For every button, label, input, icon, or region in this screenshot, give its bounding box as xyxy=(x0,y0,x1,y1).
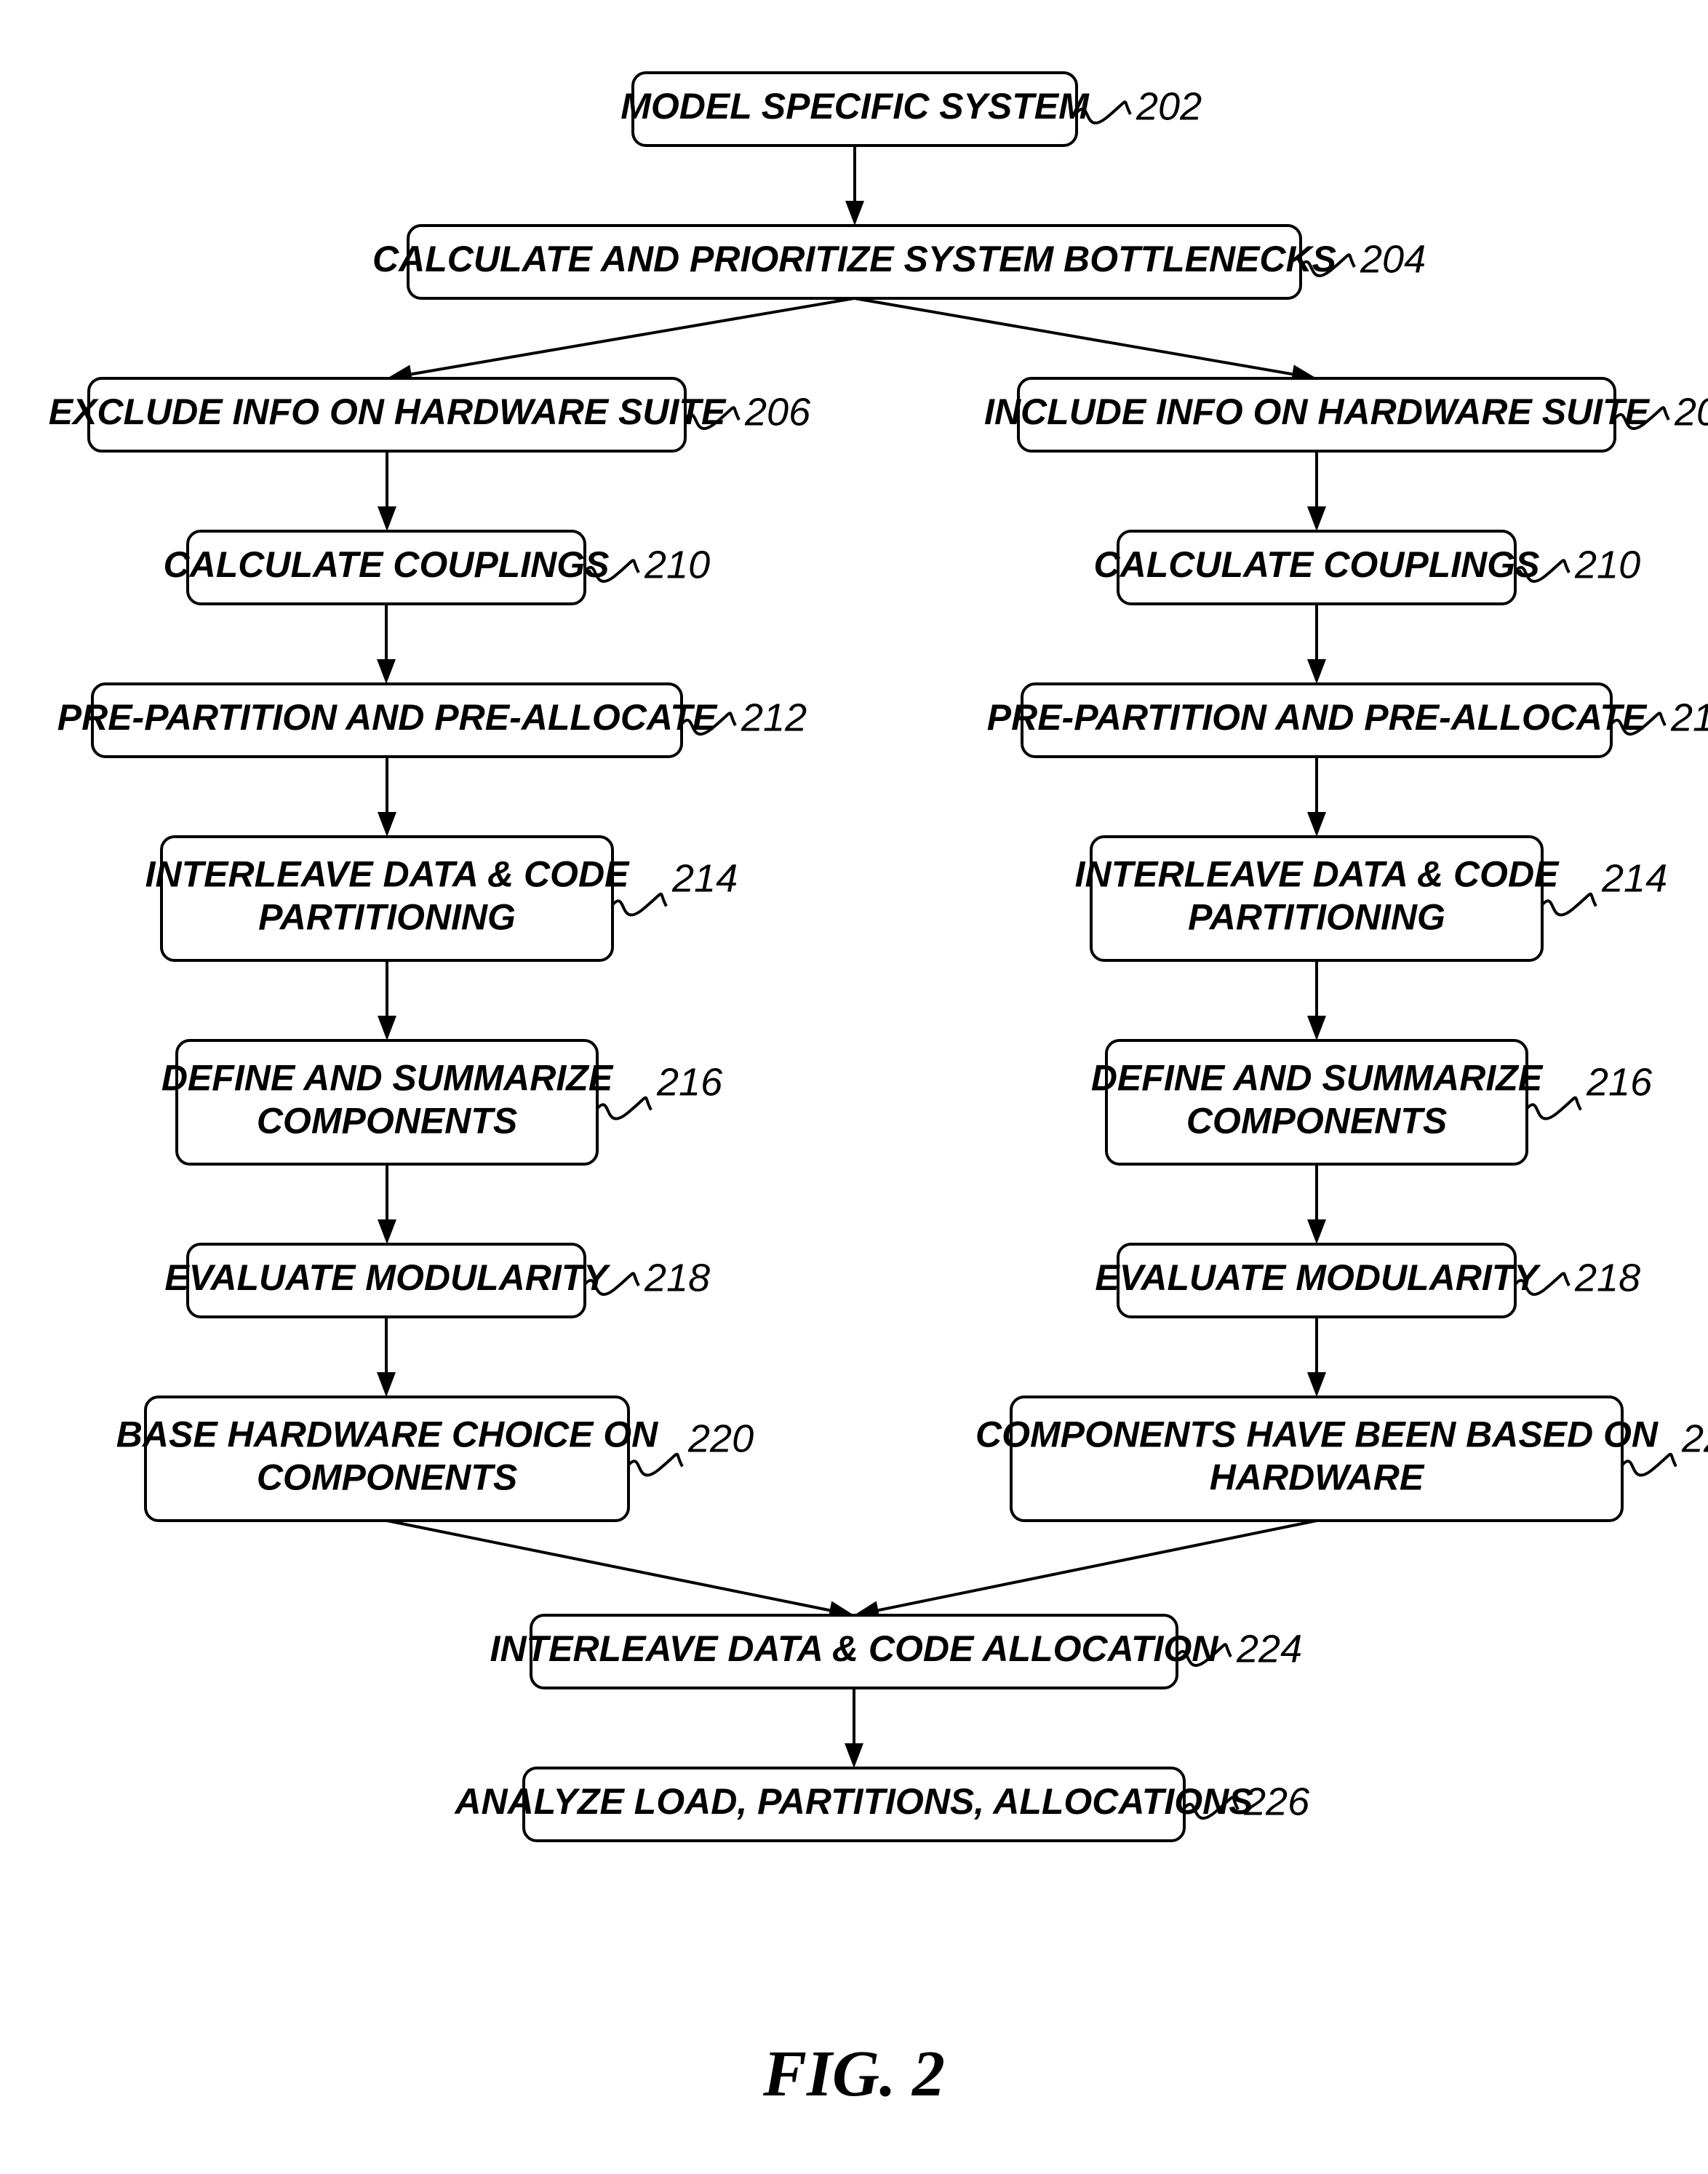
ref-squiggle xyxy=(1622,1454,1676,1476)
ref-number: 214 xyxy=(671,856,738,900)
arrowhead-icon xyxy=(378,1219,396,1244)
flow-node-label: ANALYZE LOAD, PARTITIONS, ALLOCATIONS xyxy=(453,1781,1253,1822)
flow-node-label: EVALUATE MODULARITY xyxy=(164,1257,611,1298)
ref-number: 212 xyxy=(1670,696,1708,739)
flow-node-n212R: PRE-PARTITION AND PRE-ALLOCATE 212 xyxy=(987,684,1708,757)
flow-node-n214R: INTERLEAVE DATA & CODEPARTITIONING 214 xyxy=(1075,837,1668,960)
flow-node-label: COMPONENTS xyxy=(257,1101,517,1142)
ref-squiggle xyxy=(1527,1098,1581,1119)
ref-number: 204 xyxy=(1360,237,1426,281)
flow-node-n204: CALCULATE AND PRIORITIZE SYSTEM BOTTLENE… xyxy=(372,226,1426,298)
flow-node-label: EVALUATE MODULARITY xyxy=(1095,1257,1541,1298)
ref-squiggle xyxy=(628,1454,682,1476)
flow-node-label: COMPONENTS xyxy=(257,1457,517,1498)
flow-node-label: PARTITIONING xyxy=(258,897,516,938)
flow-node-label: CALCULATE COUPLINGS xyxy=(164,544,610,585)
arrowhead-icon xyxy=(845,201,864,226)
flow-node-label: BASE HARDWARE CHOICE ON xyxy=(116,1414,658,1455)
arrowhead-icon xyxy=(378,812,396,837)
ref-number: 208 xyxy=(1674,390,1708,434)
flow-node-label: INTERLEAVE DATA & CODE xyxy=(145,854,630,895)
arrowhead-icon xyxy=(377,659,396,684)
flow-node-n218R: EVALUATE MODULARITY 218 xyxy=(1095,1244,1640,1317)
flow-node-label: INTERLEAVE DATA & CODE xyxy=(1075,854,1560,895)
ref-number: 212 xyxy=(741,696,807,739)
ref-number: 210 xyxy=(644,543,710,586)
arrowhead-icon xyxy=(1307,1016,1326,1040)
flow-edge xyxy=(878,1521,1317,1610)
flow-node-label: PARTITIONING xyxy=(1188,897,1445,938)
flow-node-n226: ANALYZE LOAD, PARTITIONS, ALLOCATIONS226 xyxy=(453,1768,1310,1841)
flow-node-n216L: DEFINE AND SUMMARIZECOMPONENTS 216 xyxy=(161,1040,723,1164)
flow-node-label: MODEL SPECIFIC SYSTEM xyxy=(620,86,1090,127)
ref-number: 224 xyxy=(1236,1627,1302,1671)
ref-number: 222 xyxy=(1681,1417,1708,1460)
arrowhead-icon xyxy=(1307,1372,1326,1397)
ref-number: 216 xyxy=(656,1060,723,1104)
flow-node-label: CALCULATE AND PRIORITIZE SYSTEM BOTTLENE… xyxy=(372,239,1336,279)
flow-edge xyxy=(855,298,1293,374)
flow-node-label: INCLUDE INFO ON HARDWARE SUITE xyxy=(984,391,1651,432)
arrowhead-icon xyxy=(1307,1219,1326,1244)
flow-node-label: HARDWARE xyxy=(1210,1457,1425,1498)
flow-node-label: EXCLUDE INFO ON HARDWARE SUITE xyxy=(49,391,727,432)
flow-node-label: COMPONENTS HAVE BEEN BASED ON xyxy=(975,1414,1659,1455)
ref-number: 214 xyxy=(1601,856,1667,900)
arrowhead-icon xyxy=(378,506,396,531)
flow-node-label: INTERLEAVE DATA & CODE ALLOCATION xyxy=(490,1628,1219,1669)
ref-squiggle xyxy=(1542,894,1596,915)
flow-node-label: PRE-PARTITION AND PRE-ALLOCATE xyxy=(987,697,1648,738)
arrowhead-icon xyxy=(1307,812,1326,837)
ref-number: 226 xyxy=(1243,1780,1310,1823)
arrowhead-icon xyxy=(845,1743,863,1768)
flow-node-label: CALCULATE COUPLINGS xyxy=(1094,544,1540,585)
ref-number: 210 xyxy=(1574,543,1640,586)
ref-number: 218 xyxy=(644,1256,710,1299)
ref-squiggle xyxy=(612,894,666,915)
flow-node-label: PRE-PARTITION AND PRE-ALLOCATE xyxy=(57,697,718,738)
flow-node-label: DEFINE AND SUMMARIZE xyxy=(161,1058,614,1099)
arrowhead-icon xyxy=(377,1372,396,1397)
nodes-layer: MODEL SPECIFIC SYSTEM 202 CALCULATE AND PR… xyxy=(49,73,1708,1841)
flow-node-n218L: EVALUATE MODULARITY 218 xyxy=(164,1244,710,1317)
ref-number: 202 xyxy=(1136,84,1202,128)
figure-caption: FIG. 2 xyxy=(762,2038,945,2110)
flow-node-n212L: PRE-PARTITION AND PRE-ALLOCATE 212 xyxy=(57,684,807,757)
flow-node-n224: INTERLEAVE DATA & CODE ALLOCATION 224 xyxy=(490,1615,1303,1688)
flow-node-n214L: INTERLEAVE DATA & CODEPARTITIONING 214 xyxy=(145,837,738,960)
flow-edge xyxy=(412,298,855,374)
ref-number: 218 xyxy=(1574,1256,1640,1299)
arrowhead-icon xyxy=(1307,506,1326,531)
ref-number: 216 xyxy=(1586,1060,1653,1104)
flow-node-n222: COMPONENTS HAVE BEEN BASED ONHARDWARE 222 xyxy=(975,1397,1708,1521)
ref-number: 220 xyxy=(687,1417,754,1460)
flow-node-label: COMPONENTS xyxy=(1186,1101,1447,1142)
arrowhead-icon xyxy=(1307,659,1326,684)
flow-node-n208: INCLUDE INFO ON HARDWARE SUITE 208 xyxy=(984,378,1708,451)
flow-node-n202: MODEL SPECIFIC SYSTEM 202 xyxy=(620,73,1202,146)
flow-node-label: DEFINE AND SUMMARIZE xyxy=(1091,1058,1544,1099)
ref-squiggle xyxy=(597,1098,651,1119)
flow-node-n220: BASE HARDWARE CHOICE ONCOMPONENTS 220 xyxy=(116,1397,754,1521)
ref-number: 206 xyxy=(744,390,811,434)
flow-node-n216R: DEFINE AND SUMMARIZECOMPONENTS 216 xyxy=(1091,1040,1653,1164)
flow-node-n206: EXCLUDE INFO ON HARDWARE SUITE 206 xyxy=(49,378,811,451)
arrowhead-icon xyxy=(378,1016,396,1040)
flow-node-n210L: CALCULATE COUPLINGS 210 xyxy=(164,531,711,604)
flow-node-n210R: CALCULATE COUPLINGS 210 xyxy=(1094,531,1641,604)
flowchart-figure-2: MODEL SPECIFIC SYSTEM 202 CALCULATE AND PR… xyxy=(0,0,1708,2174)
flow-edge xyxy=(387,1521,830,1610)
